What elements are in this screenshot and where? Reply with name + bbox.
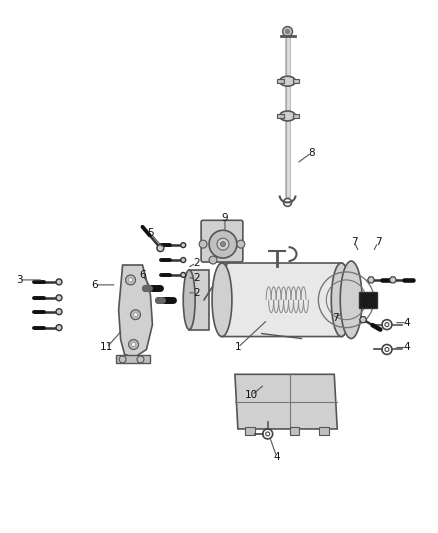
Circle shape [286,29,290,34]
Text: 6: 6 [139,270,146,280]
Ellipse shape [212,263,232,336]
Polygon shape [367,277,374,283]
Bar [189,270,209,329]
Text: 4: 4 [403,318,410,328]
Bar [293,79,300,83]
Text: 2: 2 [193,258,199,268]
Circle shape [129,278,133,282]
Circle shape [199,240,207,248]
Circle shape [56,325,62,330]
Bar [245,427,255,435]
Circle shape [131,343,135,346]
Circle shape [181,257,186,263]
Ellipse shape [183,270,195,329]
Ellipse shape [331,263,351,336]
Circle shape [157,245,164,252]
Text: 9: 9 [222,213,228,223]
Text: 5: 5 [147,228,154,238]
Text: 6: 6 [92,280,98,290]
Circle shape [220,241,226,247]
Circle shape [181,243,186,248]
Bar [293,114,300,118]
Text: 10: 10 [245,390,258,400]
Bar [277,114,283,118]
Circle shape [126,275,135,285]
Polygon shape [360,317,367,322]
Text: 2: 2 [193,273,199,283]
Circle shape [181,272,186,278]
Circle shape [56,295,62,301]
Bar [116,356,150,364]
Polygon shape [389,277,396,283]
Text: 7: 7 [332,313,339,322]
Text: 4: 4 [273,452,280,462]
FancyBboxPatch shape [219,263,344,336]
Circle shape [237,240,245,248]
Polygon shape [235,374,337,429]
Bar [277,79,283,83]
Circle shape [56,309,62,314]
Circle shape [131,310,141,320]
FancyBboxPatch shape [201,220,243,262]
Circle shape [209,256,217,264]
Text: 1: 1 [235,343,241,352]
Circle shape [209,230,237,258]
Bar [319,427,329,435]
Text: 7: 7 [374,237,381,247]
Circle shape [56,279,62,285]
Polygon shape [119,265,152,358]
Circle shape [134,313,138,317]
Bar [290,427,300,435]
Text: 3: 3 [16,275,23,285]
Text: 8: 8 [308,148,315,158]
Circle shape [217,238,229,250]
Text: 11: 11 [100,343,113,352]
Circle shape [283,27,293,36]
Text: 2: 2 [193,288,199,298]
Circle shape [129,340,138,350]
Ellipse shape [279,111,296,121]
Ellipse shape [340,261,362,338]
Text: 4: 4 [403,343,410,352]
Bar [359,292,377,308]
Ellipse shape [279,76,296,86]
Text: 7: 7 [351,237,357,247]
